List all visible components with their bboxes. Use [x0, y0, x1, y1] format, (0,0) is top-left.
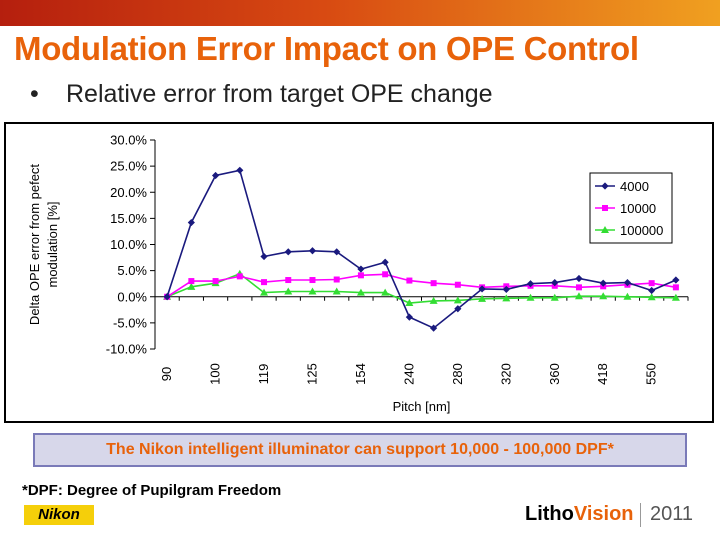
data-point-10000	[430, 280, 437, 287]
data-point-10000	[648, 280, 655, 287]
y-axis-label-line1: Delta OPE error from pefect	[27, 164, 42, 325]
y-tick-label: 15.0%	[110, 211, 147, 226]
data-point-4000	[236, 166, 244, 174]
series-line-10000	[166, 273, 677, 298]
x-tick-label: 360	[547, 363, 562, 385]
x-tick-label: 240	[401, 363, 416, 385]
brand-divider	[640, 503, 641, 527]
x-tick-label: 90	[159, 367, 174, 381]
data-point-100000	[502, 294, 511, 302]
data-point-4000	[163, 293, 171, 301]
data-point-4000	[284, 248, 292, 256]
nikon-logo: Nikon	[24, 505, 94, 525]
data-point-10000	[575, 284, 582, 291]
data-point-100000	[453, 296, 462, 304]
data-point-4000	[308, 247, 317, 255]
data-point-4000	[357, 265, 365, 273]
data-point-100000	[308, 287, 317, 295]
y-tick-label: 20.0%	[110, 185, 147, 200]
data-point-4000	[575, 274, 583, 283]
event-brand-part2: Vision	[573, 503, 634, 525]
x-tick-label: 418	[595, 363, 610, 385]
x-tick-label: 280	[450, 363, 465, 385]
data-point-4000	[187, 218, 195, 227]
bullet-text: Relative error from target OPE change	[66, 80, 493, 108]
data-point-4000	[502, 285, 510, 294]
data-point-4000	[648, 286, 656, 295]
data-point-100000	[260, 288, 269, 296]
x-tick-label: 320	[498, 363, 513, 385]
data-point-100000	[478, 294, 487, 302]
data-point-10000	[261, 279, 268, 286]
series-line-4000	[166, 169, 677, 330]
legend-marker-10000	[602, 205, 608, 211]
slide-title: Modulation Error Impact on OPE Control	[14, 30, 639, 67]
bullet-icon: •	[30, 80, 39, 108]
data-point-4000	[260, 252, 268, 261]
data-point-4000	[333, 248, 341, 256]
data-point-10000	[212, 278, 219, 285]
data-point-100000	[599, 292, 608, 300]
bullet-item: • Relative error from target OPE change	[30, 80, 493, 109]
x-tick-label: 125	[304, 363, 319, 385]
data-point-100000	[381, 288, 390, 296]
y-tick-label: 10.0%	[110, 237, 147, 252]
data-point-10000	[309, 277, 316, 284]
data-point-100000	[526, 293, 535, 301]
data-point-4000	[405, 313, 413, 321]
legend-label-4000: 4000	[620, 179, 649, 194]
data-point-100000	[356, 288, 365, 296]
event-brand-part1: Litho	[525, 503, 574, 525]
y-tick-label: 25.0%	[110, 159, 147, 174]
data-point-4000	[526, 280, 535, 288]
data-point-10000	[236, 273, 243, 280]
legend-marker-100000	[601, 226, 609, 233]
data-point-100000	[550, 293, 559, 301]
data-point-10000	[188, 278, 195, 285]
line-chart: -10.0% -5.0% 0.0% 5.0% 10.0% 15.0% 20.0% 25.0% 3…	[27, 133, 689, 414]
legend-marker-4000	[601, 182, 609, 190]
data-point-10000	[357, 272, 364, 279]
x-axis-label: Pitch [nm]	[393, 399, 451, 414]
x-tick-label: 119	[256, 364, 271, 385]
chart-frame: -10.0% -5.0% 0.0% 5.0% 10.0% 15.0% 20.0% 25.0% 3…	[4, 122, 714, 423]
y-tick-label: -5.0%	[113, 315, 147, 330]
y-tick-label: 30.0%	[110, 133, 147, 148]
data-point-100000	[284, 287, 293, 295]
data-point-10000	[333, 276, 340, 283]
data-point-100000	[429, 296, 438, 304]
data-point-10000	[454, 281, 461, 288]
x-tick-label: 550	[644, 363, 659, 385]
y-axis-label-line2: modulation [%]	[45, 202, 60, 288]
data-point-10000	[382, 271, 389, 278]
legend-label-100000: 100000	[620, 223, 663, 238]
data-point-4000	[381, 258, 389, 266]
data-point-100000	[332, 287, 341, 295]
footnote: *DPF: Degree of Pupilgram Freedom	[22, 482, 282, 499]
y-tick-label: 0.0%	[117, 289, 147, 304]
y-tick-label: 5.0%	[117, 263, 147, 278]
data-point-100000	[671, 293, 680, 301]
data-point-4000	[211, 171, 220, 180]
data-point-100000	[405, 299, 414, 307]
data-point-100000	[574, 292, 583, 300]
y-tick-label: -10.0%	[106, 342, 148, 357]
x-tick-label: 100	[208, 363, 223, 385]
series-line-100000	[166, 272, 676, 304]
support-banner: The Nikon intelligent illuminator can su…	[33, 433, 687, 467]
data-point-100000	[187, 282, 196, 290]
data-point-4000	[672, 276, 680, 284]
data-point-100000	[623, 292, 632, 300]
data-point-4000	[454, 305, 462, 313]
x-tick-label: 154	[353, 363, 368, 385]
top-accent-bar	[0, 0, 720, 26]
event-brand: LithoVision	[525, 503, 634, 526]
data-point-10000	[285, 277, 292, 284]
data-point-10000	[672, 284, 679, 291]
legend-label-10000: 10000	[620, 201, 656, 216]
data-point-100000	[647, 293, 656, 301]
event-year: 2011	[650, 503, 694, 525]
data-point-10000	[406, 277, 413, 284]
